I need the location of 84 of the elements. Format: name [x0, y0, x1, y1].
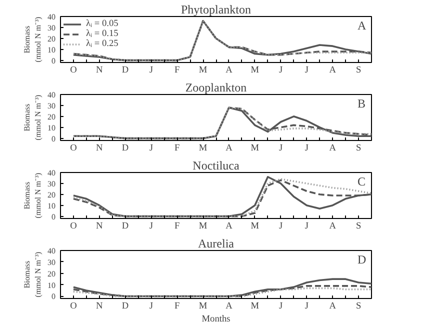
chart-title: Noctiluca [192, 158, 240, 172]
y-tick-label: 40 [48, 90, 56, 100]
chart-title: Aurelia [198, 236, 235, 250]
y-tick-label: 30 [48, 101, 56, 110]
y-axis-title: Biomass (mmol N m⁻³) [22, 251, 42, 298]
x-axis-title: Months [202, 314, 231, 324]
x-tick-label: A [329, 222, 336, 232]
annotation: C [358, 174, 366, 188]
x-tick-label: J [278, 222, 283, 232]
x-tick-label: D [122, 144, 129, 154]
x-tick-label: A [226, 222, 233, 232]
y-tick-label: 30 [48, 179, 56, 188]
x-tick-label: J [278, 66, 283, 76]
y-tick-label: 20 [48, 34, 56, 44]
x-tick-label: S [356, 302, 362, 312]
x-tick-label: M [198, 302, 208, 312]
y-axis-title: Biomass (mmol N m⁻³) [22, 16, 42, 62]
x-tick-label: O [70, 302, 78, 312]
x-tick-label: J [304, 302, 309, 312]
x-tick-label: M [250, 66, 260, 76]
x-tick-label: N [96, 302, 104, 312]
x-tick-label: M [250, 144, 260, 154]
y-tick-label: 20 [48, 269, 56, 278]
y-tick-label: 0 [52, 292, 56, 302]
annotation: B [358, 96, 366, 110]
x-tick-label: J [149, 66, 154, 76]
x-tick-label: M [198, 222, 208, 232]
y-tick-label: 30 [48, 23, 56, 32]
annotation: A [358, 18, 366, 32]
y-tick-label: 40 [48, 168, 56, 178]
x-tick-label: J [149, 144, 154, 154]
x-tick-label: M [250, 302, 260, 312]
x-tick-label: S [356, 144, 362, 154]
x-tick-label: O [70, 66, 78, 76]
x-tick-label: S [356, 222, 362, 232]
chart-title: Zooplankton [185, 80, 247, 94]
x-tick-label: F [174, 66, 180, 76]
x-tick-label: F [174, 222, 180, 232]
legend-label: λᵢ = 0.15 [86, 29, 118, 39]
legend-label: λᵢ = 0.05 [86, 19, 118, 29]
x-tick-label: A [226, 302, 233, 312]
x-tick-label: N [96, 66, 104, 76]
x-tick-label: D [122, 302, 129, 312]
x-tick-label: M [250, 222, 260, 232]
y-tick-label: 40 [48, 246, 56, 256]
x-tick-label: J [278, 302, 283, 312]
y-axis-title: Biomass (mmol N m⁻³) [22, 94, 42, 140]
x-tick-label: O [70, 222, 78, 232]
x-tick-label: A [329, 66, 336, 76]
x-tick-label: M [198, 66, 208, 76]
x-tick-label: N [96, 144, 104, 154]
y-axis-title: Biomass (mmol N m⁻³) [22, 172, 42, 218]
y-tick-label: 10 [48, 123, 56, 132]
x-tick-label: J [304, 66, 309, 76]
x-tick-label: J [304, 144, 309, 154]
x-tick-label: J [149, 302, 154, 312]
legend-label: λᵢ = 0.25 [86, 39, 118, 49]
x-tick-label: D [122, 66, 129, 76]
y-tick-label: 20 [48, 190, 56, 200]
x-tick-label: M [198, 144, 208, 154]
y-tick-label: 10 [48, 280, 56, 290]
x-tick-label: A [329, 144, 336, 154]
x-tick-label: D [122, 222, 129, 232]
y-tick-label: 0 [52, 134, 56, 144]
x-tick-label: F [174, 302, 180, 312]
x-tick-label: F [174, 144, 180, 154]
x-tick-label: N [96, 222, 104, 232]
y-tick-label: 0 [52, 56, 56, 66]
y-tick-label: 40 [48, 12, 56, 22]
x-tick-label: O [70, 144, 78, 154]
y-tick-label: 10 [48, 45, 56, 54]
y-tick-label: 0 [52, 212, 56, 222]
chart-title: Phytoplankton [181, 2, 252, 16]
x-tick-label: A [226, 144, 233, 154]
y-tick-label: 20 [48, 112, 56, 122]
x-tick-label: A [226, 66, 233, 76]
y-tick-label: 30 [48, 258, 56, 267]
x-tick-label: J [278, 144, 283, 154]
annotation: D [358, 252, 366, 266]
y-tick-label: 10 [48, 201, 56, 210]
x-tick-label: J [304, 222, 309, 232]
x-tick-label: J [149, 222, 154, 232]
x-tick-label: A [329, 302, 336, 312]
x-tick-label: S [356, 66, 362, 76]
